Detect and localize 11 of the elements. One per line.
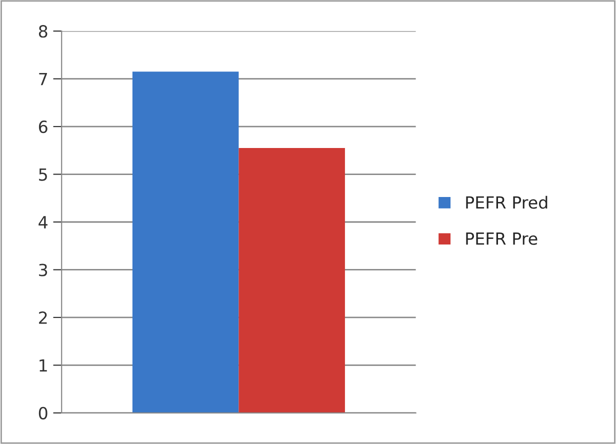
y-tick-label: 6 (38, 120, 48, 134)
y-tick-label: 1 (40, 359, 47, 372)
y-tick-label: 8 (38, 25, 48, 38)
y-tick-label: 0 (38, 406, 48, 420)
y-tick-label: 5 (39, 168, 47, 181)
y-tick-label: 3 (39, 264, 48, 276)
y-tick-label: 7 (39, 72, 47, 86)
y-tick-label: 4 (38, 216, 48, 228)
y-tick-label: 2 (39, 311, 47, 324)
legend-label: PEFR Pre (466, 232, 538, 245)
legend-label: PEFR Pred (466, 196, 548, 209)
